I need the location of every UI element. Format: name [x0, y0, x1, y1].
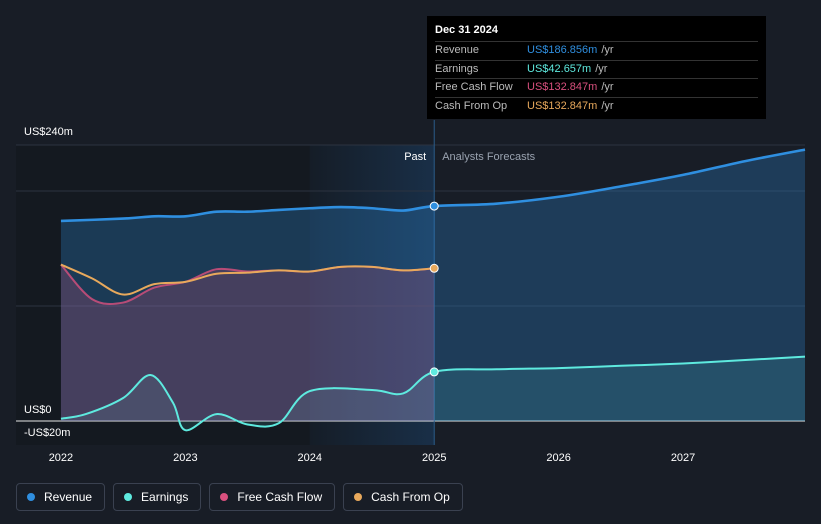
area-earnings: [60, 356, 805, 431]
tooltip-unit: /yr: [601, 81, 614, 93]
tooltip-row-free-cash-flow: Free Cash Flow US$132.847m/yr: [435, 78, 758, 97]
series-areas: [60, 149, 805, 431]
legend-dot-icon: [354, 493, 363, 501]
x-tick-label: 2025: [422, 452, 446, 464]
legend-item-free-cash-flow[interactable]: Free Cash Flow: [209, 483, 336, 511]
legend-label: Cash From Op: [371, 490, 450, 504]
x-tick-label: 2023: [173, 452, 197, 464]
y-tick-label: -US$20m: [24, 427, 70, 439]
tooltip-row-earnings: Earnings US$42.657m/yr: [435, 59, 758, 79]
legend-item-revenue[interactable]: Revenue: [16, 483, 106, 511]
gridlines: [16, 120, 805, 445]
tooltip: Dec 31 2024 Revenue US$186.856m/yr Earning…: [427, 16, 766, 119]
forecast-label: Analysts Forecasts: [442, 151, 535, 163]
legend-item-cash-from-op[interactable]: Cash From Op: [343, 483, 463, 511]
line-cash-from-op: [60, 263, 435, 296]
series-lines: [60, 148, 806, 432]
legend-dot-icon: [220, 493, 229, 501]
x-tick-label: 2022: [49, 452, 73, 464]
tooltip-row-revenue: Revenue US$186.856m/yr: [435, 41, 758, 60]
tooltip-rows: Revenue US$186.856m/yr Earnings US$42.657m /…: [435, 41, 758, 115]
legend-dot-icon: [27, 493, 35, 501]
legend-label: Revenue: [44, 490, 93, 504]
line-revenue: [60, 148, 806, 223]
series-markers: [429, 201, 439, 377]
x-tick-label: 2026: [546, 452, 570, 464]
tooltip-label: Earnings: [435, 62, 479, 75]
legend-dot-icon: [124, 493, 133, 501]
tooltip-value: US$132.847m: [527, 81, 598, 93]
line-earnings: [60, 355, 806, 432]
legend: Revenue Earnings Free Cash Flow Cash From O…: [16, 483, 471, 511]
highlight-band: [309, 145, 435, 445]
tooltip-label: Revenue: [435, 44, 480, 56]
tooltip-row-cash-from-op: Cash From Op US$132.847m/yr: [435, 96, 758, 116]
marker-revenue: [429, 201, 439, 211]
y-tick-label: US$0: [24, 404, 52, 416]
marker-earnings: [429, 367, 439, 377]
marker-cash-from-op: [429, 263, 439, 273]
tooltip-value: US$132.847m: [527, 99, 598, 112]
area-revenue: [60, 149, 805, 421]
y-tick-label: US$240m: [24, 126, 73, 138]
legend-label: Earnings: [141, 490, 189, 504]
tooltip-value: US$42.657m: [527, 62, 592, 75]
axis-labels: US$240m US$0 -US$20m 2022 2023 2024 2025 2026 20…: [24, 126, 695, 464]
tooltip-label: Cash From Op: [435, 99, 508, 112]
x-tick-label: 2024: [298, 452, 322, 464]
tooltip-unit: /yr: [601, 44, 614, 56]
legend-item-earnings[interactable]: Earnings: [113, 483, 202, 511]
legend-label: Free Cash Flow: [237, 490, 323, 504]
tooltip-unit: /yr: [595, 62, 608, 75]
tooltip-unit: /yr: [601, 99, 614, 112]
tooltip-label: Free Cash Flow: [435, 81, 513, 93]
tooltip-value: US$186.856m: [527, 44, 598, 56]
x-tick-label: 2027: [671, 452, 695, 464]
past-label: Past: [404, 151, 426, 163]
area-free-cash-flow: [60, 264, 435, 421]
tooltip-date: Dec 31 2024: [435, 24, 498, 36]
